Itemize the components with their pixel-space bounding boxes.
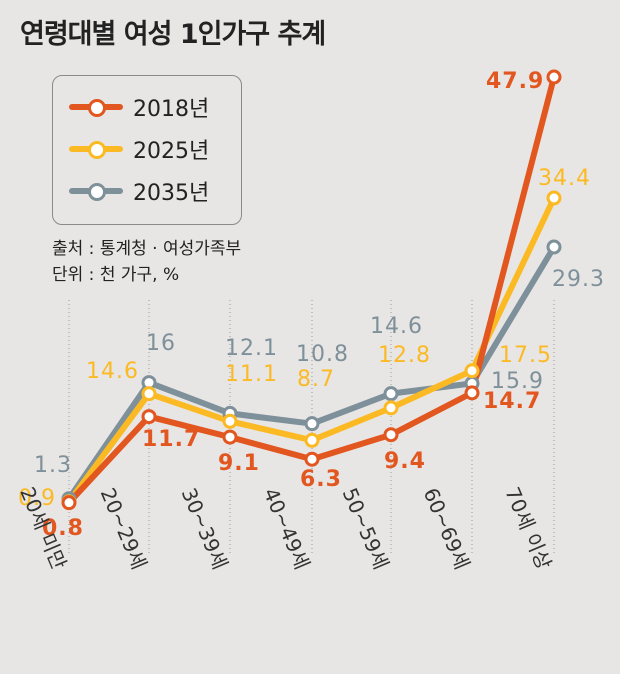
point-0-5 (464, 385, 480, 401)
data-label-0-1: 11.7 (142, 427, 200, 452)
data-label-2-5: 15.9 (491, 369, 544, 394)
point-1-2 (222, 413, 238, 429)
data-labels: 0.8 11.7 9.1 6.3 9.4 14.7 47.9 0.9 14.6 11.1 8.7 12… (18, 69, 605, 541)
source-note: 출처 : 통계청 · 여성가족부 단위 : 천 가구, % (52, 236, 241, 288)
point-2-3 (304, 416, 320, 432)
data-label-2-6: 29.3 (552, 267, 605, 292)
legend-label-2018: 2018년 (133, 97, 210, 122)
data-label-1-6: 34.4 (538, 166, 591, 191)
point-1-5 (464, 363, 480, 379)
gridlines (68, 300, 555, 555)
data-label-1-2: 11.1 (225, 362, 278, 387)
legend-label-2035: 2035년 (133, 181, 210, 206)
unit-text: 단위 : 천 가구, % (52, 265, 180, 285)
point-0-3 (304, 451, 320, 467)
data-label-1-3: 8.7 (297, 367, 335, 392)
legend-item-2025: 2025년 (69, 132, 209, 166)
data-label-1-0: 0.9 (18, 486, 56, 511)
data-label-0-2: 9.1 (218, 451, 260, 476)
legend-swatch-2035 (69, 181, 123, 201)
data-label-0-5: 14.7 (483, 389, 541, 414)
legend-swatch-2018 (69, 97, 123, 117)
legend-label-2025: 2025년 (133, 139, 210, 164)
legend-swatch-2025 (69, 139, 123, 159)
data-label-0-4: 9.4 (384, 449, 426, 474)
point-2-6 (546, 239, 562, 255)
point-1-1 (141, 386, 157, 402)
point-0-2 (222, 429, 238, 445)
source-text: 출처 : 통계청 · 여성가족부 (52, 239, 242, 259)
point-2-4 (383, 386, 399, 402)
point-0-4 (383, 427, 399, 443)
data-label-2-4: 14.6 (370, 314, 423, 339)
data-label-0-0: 0.8 (42, 516, 84, 541)
data-label-2-2: 12.1 (225, 336, 278, 361)
data-label-2-3: 10.8 (296, 342, 349, 367)
point-0-0 (61, 495, 77, 511)
series-points (61, 69, 562, 511)
point-1-4 (383, 400, 399, 416)
legend-item-2035: 2035년 (69, 174, 209, 208)
legend-item-2018: 2018년 (69, 90, 209, 124)
data-label-0-6: 47.9 (486, 69, 544, 94)
data-label-1-1: 14.6 (86, 359, 139, 384)
data-label-1-4: 12.8 (378, 343, 431, 368)
chart-title: 연령대별 여성 1인가구 추계 (20, 19, 326, 50)
point-0-6 (546, 69, 562, 85)
legend: 2018년 2025년 2035년 (52, 75, 242, 225)
point-0-1 (141, 409, 157, 425)
data-label-1-5: 17.5 (499, 343, 552, 368)
data-label-2-1: 16 (146, 331, 176, 356)
data-label-2-0: 1.3 (34, 453, 72, 478)
point-1-6 (546, 190, 562, 206)
data-label-0-3: 6.3 (300, 467, 342, 492)
point-1-3 (304, 432, 320, 448)
